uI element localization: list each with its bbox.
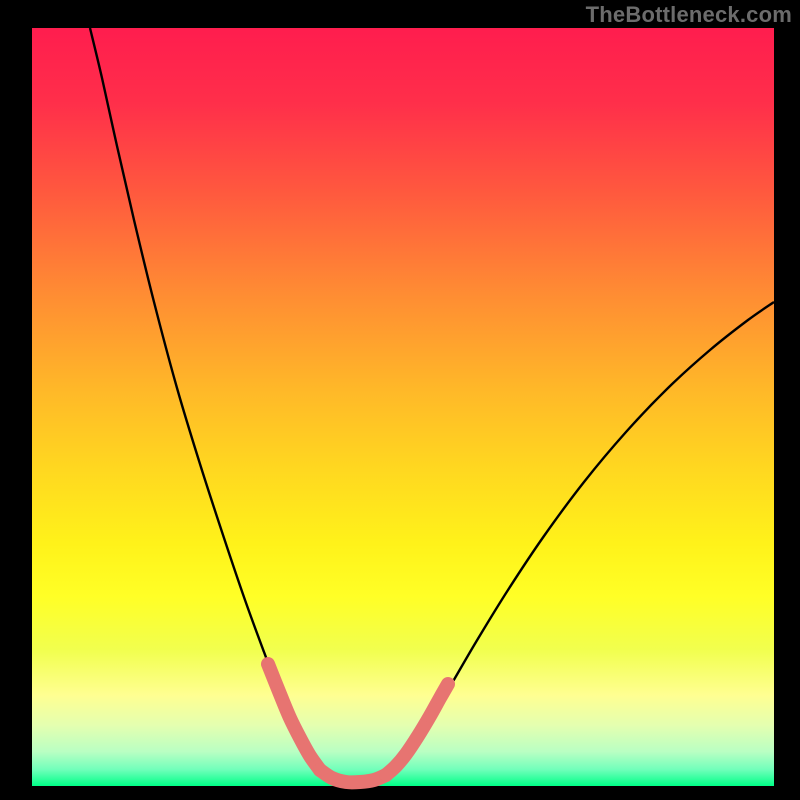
bottleneck-chart [0, 0, 800, 800]
marker-right-node [400, 748, 413, 761]
marker-left-node [284, 712, 297, 725]
marker-right-node [442, 678, 455, 691]
marker-right-node [412, 730, 425, 743]
marker-bottom-node [326, 772, 339, 785]
marker-right-node [434, 692, 447, 705]
marker-right-node [424, 710, 437, 723]
watermark-text: TheBottleneck.com [586, 2, 792, 28]
marker-bottom-node [340, 776, 353, 789]
marker-right-node [390, 760, 403, 773]
marker-left-node [274, 688, 287, 701]
marker-bottom-node [314, 764, 327, 777]
marker-left-node [304, 750, 317, 763]
plot-area [32, 28, 774, 786]
marker-bottom-node [354, 776, 367, 789]
marker-left-node [294, 732, 307, 745]
marker-bottom-node [368, 774, 381, 787]
marker-right-node [380, 769, 393, 782]
marker-left-node [262, 658, 275, 671]
chart-stage: TheBottleneck.com [0, 0, 800, 800]
